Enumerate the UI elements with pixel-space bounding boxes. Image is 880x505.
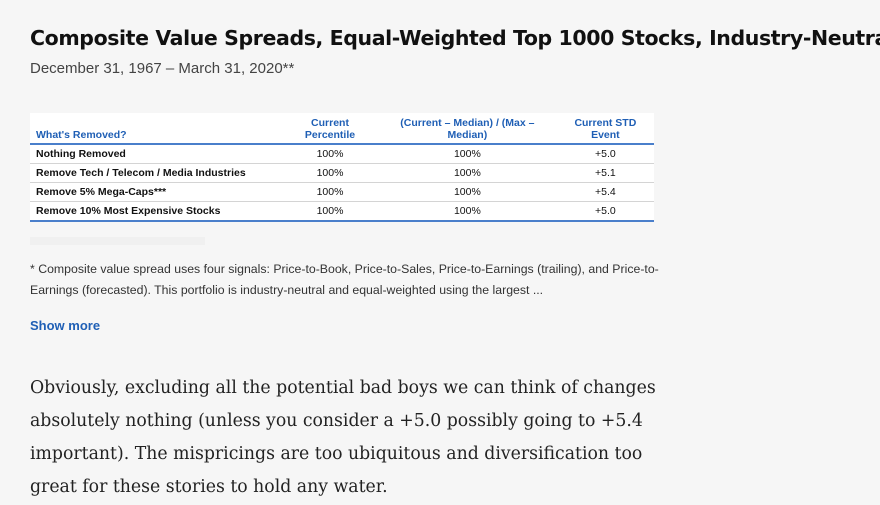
cell-percentile: 100% [280, 144, 378, 164]
figure-date-range: December 31, 1967 – March 31, 2020** [30, 60, 295, 77]
table-row: Nothing Removed 100% 100% +5.0 [30, 144, 654, 164]
show-more-link[interactable]: Show more [30, 318, 101, 333]
table-row: Remove 10% Most Expensive Stocks 100% 10… [30, 201, 654, 222]
cell-ratio: 100% [378, 201, 555, 222]
cell-percentile: 100% [280, 163, 378, 183]
value-spreads-table-panel: What's Removed? Current Percentile (Curr… [30, 113, 654, 222]
cell-ratio: 100% [378, 182, 555, 202]
cell-std-event: +5.0 [554, 144, 654, 164]
row-label: Nothing Removed [30, 144, 280, 164]
header-current-percentile: Current Percentile [280, 113, 378, 145]
cell-ratio: 100% [378, 163, 555, 183]
cell-std-event: +5.1 [554, 163, 654, 183]
row-label: Remove 5% Mega-Caps*** [30, 182, 280, 202]
cell-percentile: 100% [280, 182, 378, 202]
cell-std-event: +5.0 [554, 201, 654, 222]
row-label: Remove Tech / Telecom / Media Industries [30, 163, 280, 183]
table-row: Remove Tech / Telecom / Media Industries… [30, 163, 654, 183]
table-header-row: What's Removed? Current Percentile (Curr… [30, 113, 654, 145]
figure-footnote: * Composite value spread uses four signa… [30, 262, 659, 297]
header-current-std-event: Current STD Event [554, 113, 654, 145]
faded-caption-placeholder [30, 237, 205, 245]
cell-percentile: 100% [280, 201, 378, 222]
cell-std-event: +5.4 [554, 182, 654, 202]
cell-ratio: 100% [378, 144, 555, 164]
row-label: Remove 10% Most Expensive Stocks [30, 201, 280, 222]
article-paragraph: Obviously, excluding all the potential b… [30, 378, 656, 497]
header-whats-removed: What's Removed? [30, 113, 280, 145]
table-row: Remove 5% Mega-Caps*** 100% 100% +5.4 [30, 182, 654, 202]
value-spreads-table: What's Removed? Current Percentile (Curr… [30, 113, 654, 222]
header-current-minus-median: (Current – Median) / (Max – Median) [378, 113, 555, 145]
figure-title: Composite Value Spreads, Equal-Weighted … [30, 26, 880, 50]
